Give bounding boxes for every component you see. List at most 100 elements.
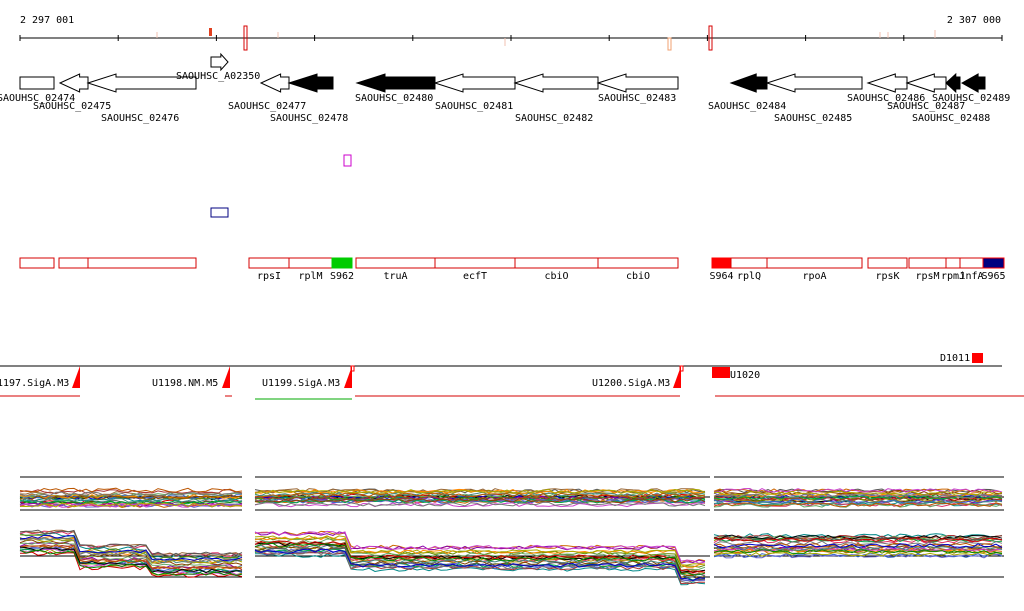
gene-label: SAOUHSC_02474	[0, 93, 75, 104]
gene-label: SAOUHSC_02483	[598, 93, 676, 104]
expression-profile	[713, 537, 1003, 543]
feature-label: rpsK	[875, 271, 899, 282]
gene-SAOUHSC_02484[interactable]: SAOUHSC_02484	[708, 73, 786, 112]
feature-box	[959, 257, 984, 269]
magenta-marker[interactable]	[343, 154, 352, 167]
feature-label: S964	[709, 271, 733, 282]
feature-infA[interactable]: infA	[959, 257, 984, 282]
ruler-start-label: 2 297 001	[20, 15, 74, 26]
feature-label: cbiO	[544, 271, 568, 282]
gene-arrow	[86, 73, 197, 93]
feature-cbiO[interactable]: cbiO	[514, 257, 599, 282]
feature-rpsI[interactable]: rpsI	[248, 257, 290, 282]
gene-arrow	[355, 73, 436, 93]
operon-U1198.NM.M5[interactable]: U1198.NM.M5	[152, 366, 230, 389]
feature-ecfT[interactable]: ecfT	[434, 257, 516, 282]
feature-label: rpsI	[257, 271, 281, 282]
expression-panel	[713, 476, 1004, 578]
gene-SAOUHSC_02489[interactable]: SAOUHSC_02489	[932, 73, 1010, 104]
expression-profile	[19, 499, 243, 505]
gene-arrow	[596, 73, 679, 93]
feature-box	[908, 257, 947, 269]
feature-box	[766, 257, 863, 269]
expression-profile	[19, 544, 243, 571]
gene-SAOUHSC_02478[interactable]: SAOUHSC_02478	[270, 73, 348, 124]
expression-profile	[254, 548, 706, 582]
feature-label: ecfT	[463, 271, 487, 282]
gene-arrow	[433, 73, 516, 93]
blue-marker[interactable]	[210, 207, 229, 218]
feature-S964[interactable]: S964	[709, 257, 734, 282]
feature-box-1[interactable]	[58, 257, 89, 269]
gene-SAOUHSC_02474[interactable]: SAOUHSC_02474	[0, 76, 75, 104]
feature-box	[58, 257, 89, 269]
gene-label: SAOUHSC_02480	[355, 93, 433, 104]
expression-profile	[19, 542, 243, 570]
d1011-marker[interactable]: D1011	[940, 353, 983, 364]
gene-SAOUHSC_02482[interactable]: SAOUHSC_02482	[513, 73, 599, 124]
operon-U1200.SigA.M3[interactable]: U1200.SigA.M3	[592, 365, 684, 389]
expression-profile	[713, 493, 1003, 499]
gene-label: SAOUHSC_02475	[33, 101, 111, 112]
feature-S965[interactable]: S965	[981, 257, 1006, 282]
expression-profile	[19, 549, 243, 577]
expression-profile	[19, 497, 243, 503]
operon-label: 1197.SigA.M3	[0, 378, 69, 389]
feature-rplM[interactable]: rplM	[288, 257, 333, 282]
gene-label: SAOUHSC_02477	[228, 101, 306, 112]
feature-label: cbiO	[626, 271, 650, 282]
ruler-end-label: 2 307 000	[947, 15, 1001, 26]
operon-1197.SigA.M3[interactable]: 1197.SigA.M3	[0, 366, 80, 389]
expression-profile	[254, 544, 706, 578]
expression-profile	[254, 498, 706, 504]
feature-S962[interactable]: S962	[330, 257, 354, 282]
feature-rplQ[interactable]: rplQ	[730, 257, 768, 282]
feature-box-2[interactable]	[87, 257, 197, 269]
expression-profile	[713, 487, 1003, 493]
expression-profile	[254, 488, 706, 494]
feature-track: rpsI rplM S962 truA ecfT cbiO cbiO S964 rplQ rpoA…	[19, 257, 1006, 282]
expression-profile	[713, 542, 1003, 548]
expression-profile	[713, 551, 1003, 557]
feature-label: rpmJ	[941, 271, 965, 282]
feature-cbiO[interactable]: cbiO	[597, 257, 679, 282]
gene-SAOUHSC_02481[interactable]: SAOUHSC_02481	[433, 73, 516, 112]
feature-box	[19, 257, 55, 269]
feature-truA[interactable]: truA	[355, 257, 436, 282]
gene-SAOUHSC_A02350[interactable]: SAOUHSC_A02350	[176, 52, 260, 82]
feature-box	[730, 257, 768, 269]
operon-track: 1197.SigA.M3 U1198.NM.M5 U1199.SigA.M3 U120…	[0, 353, 1024, 400]
operon-label: U1199.SigA.M3	[262, 378, 340, 389]
expression-profile	[254, 501, 706, 507]
feature-rpsK[interactable]: rpsK	[867, 257, 908, 282]
feature-label: rplQ	[737, 271, 761, 282]
expression-profile	[713, 549, 1003, 555]
gene-SAOUHSC_02488[interactable]: SAOUHSC_02488	[912, 72, 990, 124]
gene-SAOUHSC_02476[interactable]: SAOUHSC_02476	[86, 73, 197, 124]
expression-track	[19, 476, 1004, 586]
coordinate-ruler: 2 297 001 2 307 000	[19, 15, 1003, 51]
expression-profile	[254, 540, 706, 574]
feature-label: rpsM	[915, 271, 939, 282]
ruler-marks	[156, 25, 936, 51]
gene-arrow	[210, 52, 229, 72]
operon-start-marker	[679, 365, 684, 372]
gene-SAOUHSC_02483[interactable]: SAOUHSC_02483	[596, 73, 679, 104]
gene-label: SAOUHSC_02481	[435, 101, 513, 112]
expression-profile	[254, 541, 706, 573]
gene-SAOUHSC_02480[interactable]: SAOUHSC_02480	[355, 73, 436, 104]
u1020-marker[interactable]: U1020	[712, 367, 760, 381]
feature-rpoA[interactable]: rpoA	[766, 257, 863, 282]
gene-SAOUHSC_02485[interactable]: SAOUHSC_02485	[765, 73, 863, 124]
gene-label: SAOUHSC_02485	[774, 113, 852, 124]
operon-U1199.SigA.M3[interactable]: U1199.SigA.M3	[262, 365, 355, 389]
expression-profile	[713, 553, 1003, 559]
feature-box-0[interactable]	[19, 257, 55, 269]
expression-profile	[19, 529, 243, 557]
expression-profile	[713, 534, 1003, 540]
u1020-label: U1020	[730, 370, 760, 381]
gene-arrow	[866, 73, 908, 93]
expression-profile	[254, 538, 706, 571]
